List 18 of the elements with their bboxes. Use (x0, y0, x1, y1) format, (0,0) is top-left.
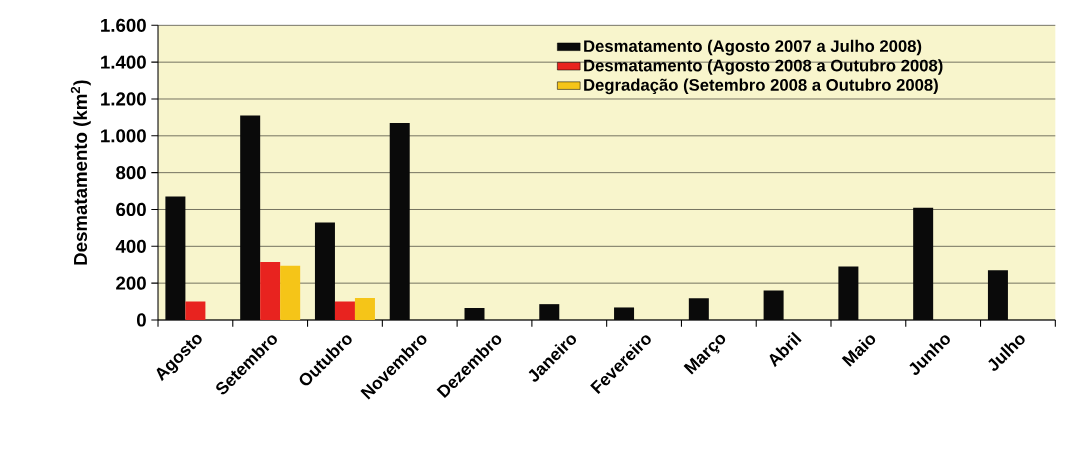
y-tick-label: 1.600 (101, 18, 146, 32)
y-tick-label: 1.200 (101, 92, 146, 106)
bar (280, 265, 301, 320)
legend-label: Degradação (Setembro 2008 a Outubro 2008) (584, 78, 938, 95)
y-tick-label: 600 (116, 202, 146, 217)
legend-label: Desmatamento (Agosto 2008 a Outubro 2008) (584, 59, 943, 75)
y-tick-label: 200 (116, 276, 146, 290)
legend-label: Desmatamento (Agosto 2007 a Julho 2008) (584, 39, 922, 56)
y-axis-title: Desmatamento (km$^{2}$) (70, 80, 91, 265)
bar (260, 261, 281, 320)
bar (334, 301, 355, 320)
bar (354, 297, 375, 320)
y-tick-label: 400 (115, 239, 146, 253)
y-tick-label: 1.400 (101, 55, 146, 69)
bar (185, 301, 206, 320)
y-tick-label: 0 (136, 313, 146, 327)
y-tick-label: 1.000 (101, 129, 146, 143)
y-tick-label: 800 (116, 166, 146, 180)
